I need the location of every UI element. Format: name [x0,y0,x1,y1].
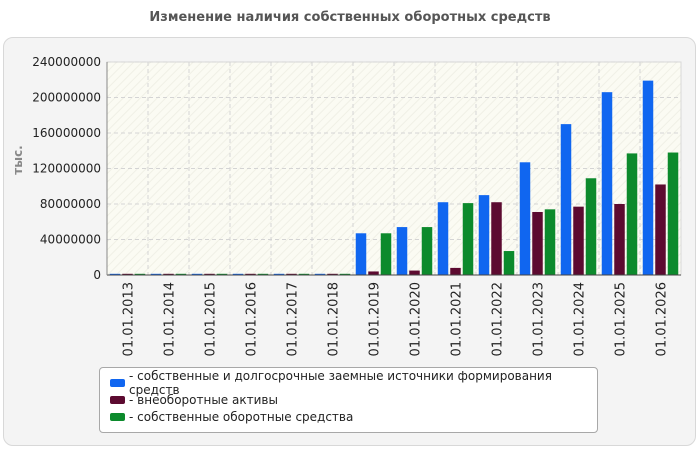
x-tick-label: 01.01.2019 [368,282,383,356]
bar-series-3 [544,209,556,275]
x-tick-label: 01.01.2021 [450,282,465,356]
legend-item: - собственные оборотные средства [110,408,587,425]
legend-swatch [110,378,125,387]
x-tick-label: 01.01.2026 [655,282,670,356]
x-tick-label: 01.01.2013 [122,282,137,356]
bar-series-1 [642,80,654,275]
bar-series-1 [519,162,531,275]
bar-series-3 [298,273,310,275]
bar-series-1 [437,202,449,275]
legend: - собственные и долгосрочные заемные ист… [99,367,598,433]
bar-series-3 [462,203,474,275]
legend-label: - собственные и долгосрочные заемные ист… [129,368,552,397]
bar-series-3 [503,251,515,275]
y-tick-label: 40000000 [40,233,101,247]
x-tick-label: 01.01.2018 [327,282,342,356]
bar-series-3 [380,233,392,275]
bar-series-2 [655,184,666,275]
bar-series-1 [191,273,203,275]
bars [109,80,679,275]
gridlines [107,61,681,275]
bar-series-2 [245,273,256,275]
x-tick-label: 01.01.2024 [573,282,588,356]
bar-series-2 [409,270,420,275]
legend-item: - внеоборотные активы [110,391,587,408]
x-tick-label: 01.01.2014 [163,282,178,356]
bar-series-3 [134,273,146,275]
bar-series-1 [560,124,572,275]
bar-series-1 [314,273,326,275]
bar-series-2 [286,273,297,275]
bar-series-1 [478,195,490,275]
chart-title: Изменение наличия собственных оборотных … [149,10,551,25]
y-tick-label: 80000000 [40,197,101,211]
y-tick-label: 240000000 [32,55,101,69]
bar-series-3 [175,273,187,275]
bar-series-2 [532,211,543,275]
legend-item: - собственные и долгосрочные заемные ист… [110,369,587,397]
bar-series-1 [355,233,367,275]
bar-series-3 [421,227,433,275]
bar-series-2 [450,267,461,275]
x-tick-label: 01.01.2023 [532,282,547,356]
bar-series-2 [327,273,338,275]
bar-series-2 [614,204,625,275]
y-tick-label: 200000000 [32,91,101,105]
legend-swatch [110,395,125,404]
bar-series-1 [150,273,162,275]
bar-series-1 [601,92,613,275]
y-tick-labels: 0 40000000 80000000 120000000 160000000 20000… [32,55,101,282]
bar-series-2 [368,271,379,275]
bar-series-3 [667,152,679,275]
bar-series-1 [273,273,285,275]
bar-series-2 [163,273,174,275]
y-tick-label: 0 [93,268,101,282]
legend-swatch [110,412,125,421]
x-tick-label: 01.01.2017 [286,282,301,356]
bar-series-3 [257,273,269,275]
y-tick-label: 160000000 [32,126,101,140]
bar-series-3 [626,153,638,275]
x-tick-label: 01.01.2015 [204,282,219,356]
bar-series-2 [204,273,215,275]
bar-series-2 [491,202,502,275]
bar-series-3 [585,178,597,275]
bar-series-2 [573,206,584,275]
bar-series-2 [122,273,133,275]
y-axis-label: тыс. [11,145,25,174]
y-tick-label: 120000000 [32,162,101,176]
bar-series-3 [216,273,228,275]
bar-series-1 [232,273,244,275]
x-tick-label: 01.01.2025 [614,282,629,356]
x-tick-label: 01.01.2020 [409,282,424,356]
bar-series-1 [396,227,408,275]
x-tick-label: 01.01.2022 [491,282,506,356]
x-tick-label: 01.01.2016 [245,282,260,356]
bar-series-1 [109,273,121,275]
x-tick-labels: 01.01.2013 01.01.2014 01.01.2015 01.01.2016… [122,282,670,356]
legend-label: - внеоборотные активы [129,392,278,407]
legend-label: - собственные оборотные средства [129,409,354,424]
bar-series-3 [339,273,351,275]
